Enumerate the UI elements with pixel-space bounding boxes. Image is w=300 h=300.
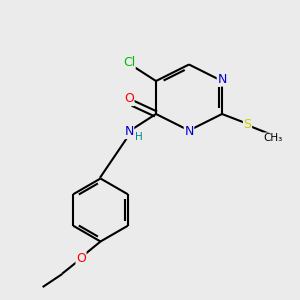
Text: N: N bbox=[124, 125, 134, 139]
Text: Cl: Cl bbox=[123, 56, 135, 69]
Text: O: O bbox=[124, 92, 134, 106]
Text: O: O bbox=[76, 251, 86, 265]
Text: S: S bbox=[244, 118, 251, 131]
Text: H: H bbox=[135, 132, 142, 142]
Text: N: N bbox=[217, 73, 227, 86]
Text: N: N bbox=[184, 125, 194, 139]
Text: CH₃: CH₃ bbox=[263, 133, 283, 143]
